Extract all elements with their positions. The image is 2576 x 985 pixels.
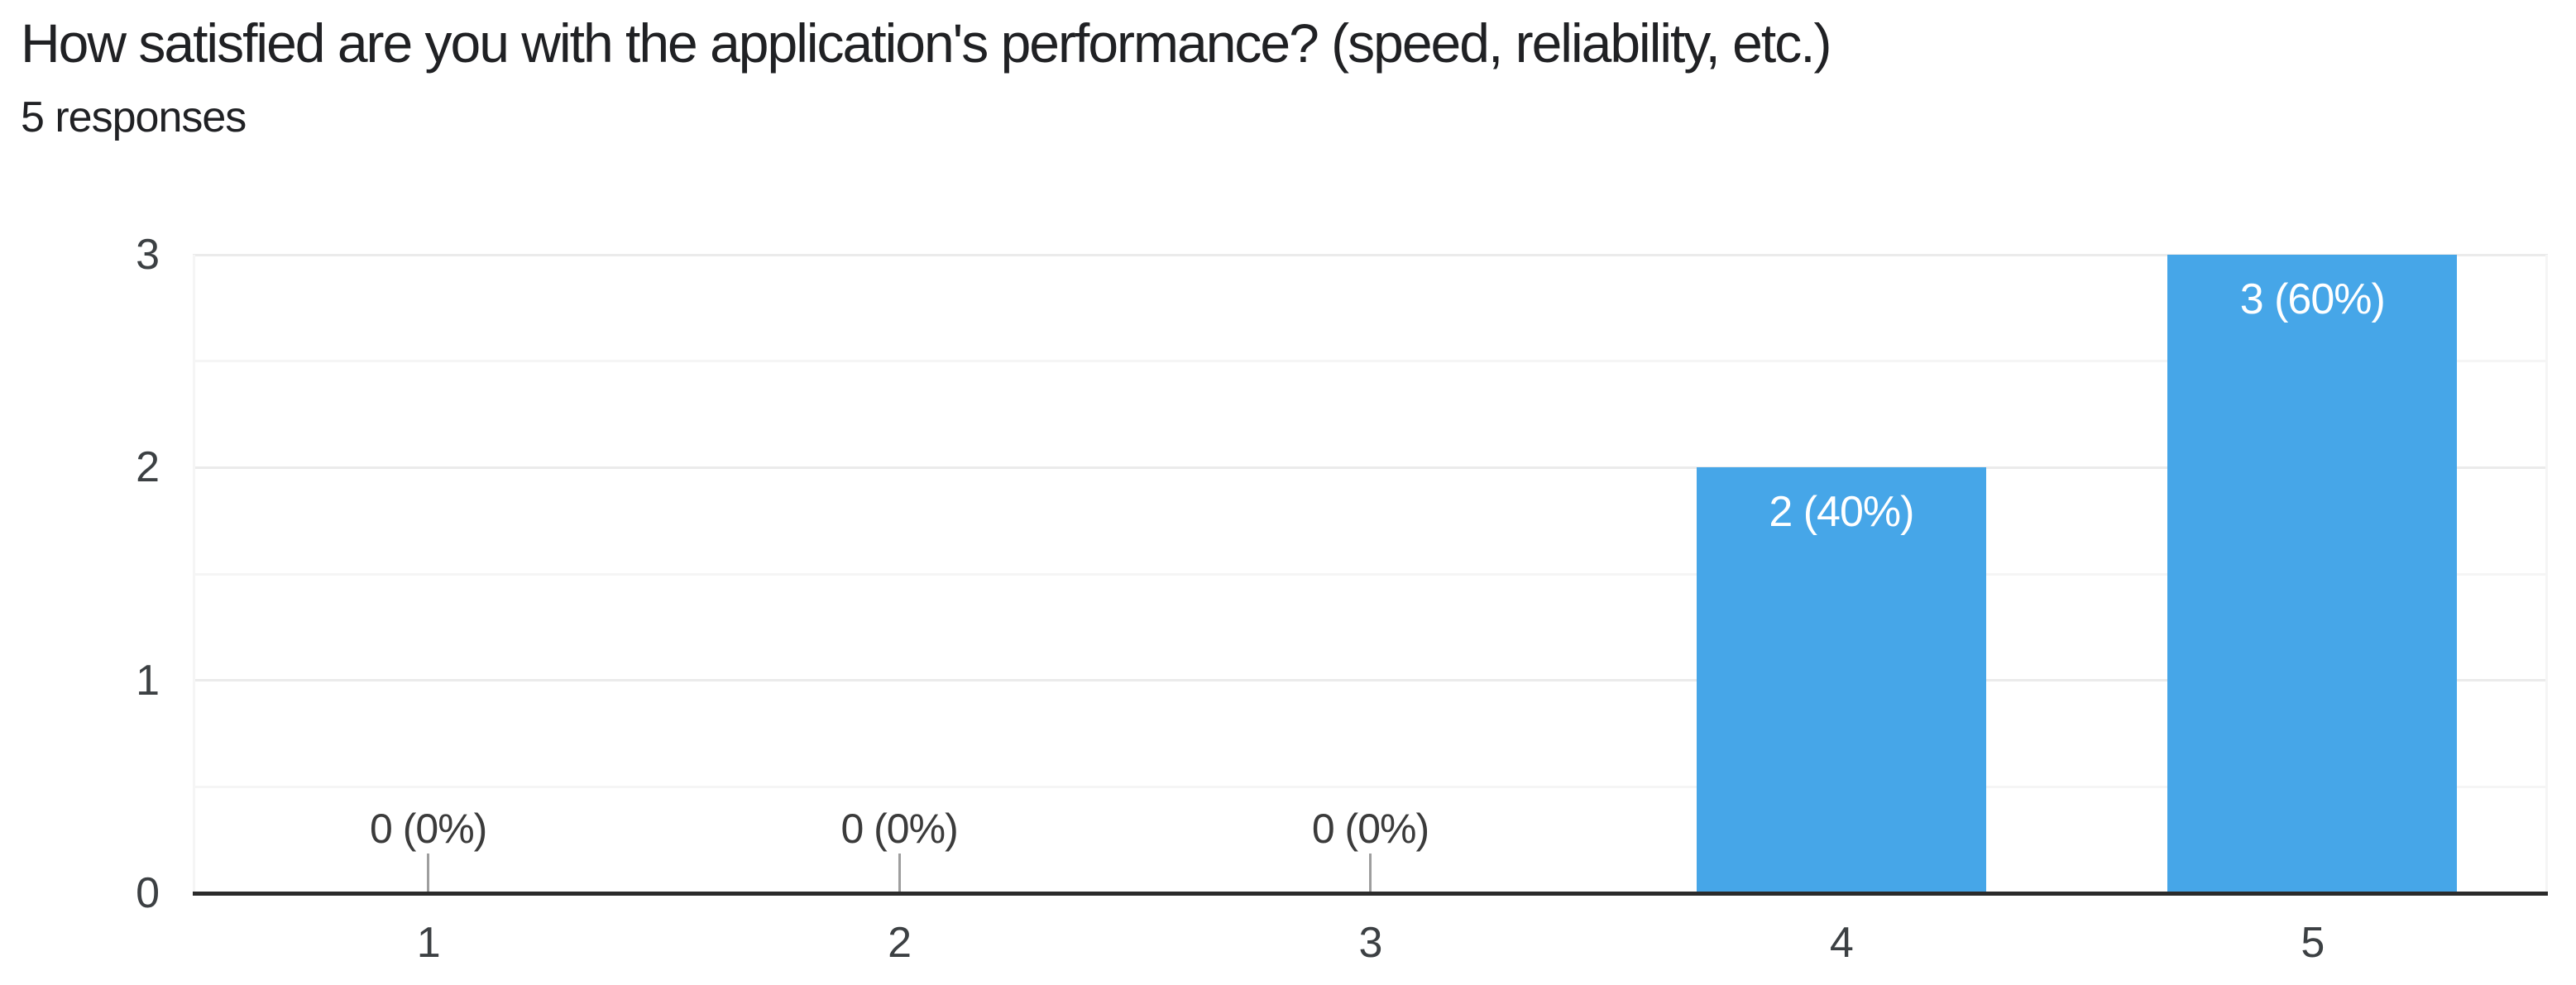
gridline-major — [193, 679, 2548, 682]
bar: 3 (60%) — [2167, 255, 2458, 893]
x-axis-category-label: 2 — [888, 919, 912, 967]
plot-left-border — [193, 255, 195, 893]
gridline-major — [193, 466, 2548, 469]
x-axis-category-label: 3 — [1358, 919, 1383, 967]
plot-right-border — [2545, 255, 2548, 893]
y-axis-tick-label: 0 — [136, 869, 160, 917]
y-axis-tick-label: 2 — [136, 443, 160, 492]
zero-value-stem — [1369, 854, 1372, 892]
bar-value-label: 2 (40%) — [1769, 488, 1914, 537]
x-axis-category-label: 1 — [416, 919, 441, 967]
responses-count: 5 responses — [21, 93, 247, 141]
gridline-minor — [193, 572, 2548, 576]
question-title: How satisfied are you with the applicati… — [21, 12, 1832, 74]
zero-value-label: 0 (0%) — [1311, 806, 1429, 852]
zero-value-label: 0 (0%) — [840, 806, 958, 852]
zero-value-label: 0 (0%) — [370, 806, 487, 852]
gridline-major — [193, 253, 2548, 256]
bar-value-label: 3 (60%) — [2239, 275, 2386, 323]
y-axis-tick-label: 3 — [136, 231, 160, 279]
gridline-minor — [193, 785, 2548, 788]
bar: 2 (40%) — [1696, 467, 1986, 893]
zero-value-stem — [427, 854, 430, 892]
x-axis-category-label: 4 — [1829, 919, 1854, 967]
gridline-minor — [193, 360, 2548, 363]
zero-value-stem — [898, 854, 901, 892]
x-axis-baseline — [193, 892, 2548, 896]
y-axis-tick-label: 1 — [136, 656, 160, 705]
x-axis-category-label: 5 — [2301, 919, 2325, 967]
